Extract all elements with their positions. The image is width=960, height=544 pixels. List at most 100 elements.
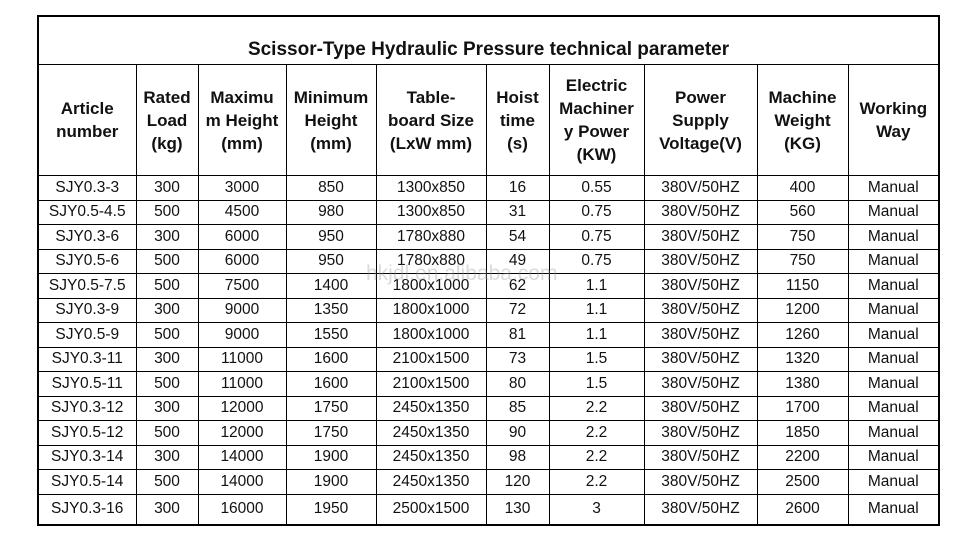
data-cell: 1780x880 [375, 224, 487, 250]
data-cell: 1550 [285, 322, 377, 348]
data-cell: 1900 [285, 469, 377, 495]
data-cell: Manual [847, 469, 940, 495]
data-cell: 380V/50HZ [643, 469, 758, 495]
data-row: SJY0.5-14 500 14000 1900 2450x1350 120 2.2 380V… [37, 469, 940, 495]
data-cell: SJY0.3-9 [37, 297, 137, 323]
data-cell: 300 [135, 395, 199, 421]
data-row: SJY0.5-9 500 9000 1550 1800x1000 81 1.1 380V/50… [37, 322, 940, 348]
data-cell: 1800x1000 [375, 322, 487, 348]
header-line: Power [674, 87, 727, 107]
data-cell: SJY0.5-4.5 [37, 199, 137, 225]
data-cell: 500 [135, 273, 199, 299]
data-cell: 98 [485, 444, 550, 470]
data-cell: 0.75 [548, 248, 645, 274]
data-cell: 380V/50HZ [643, 493, 758, 525]
data-cell: 2.2 [548, 469, 645, 495]
data-cell: SJY0.3-3 [37, 175, 137, 201]
header-line: Machine [768, 87, 837, 107]
title-row: Scissor-Type Hydraulic Pressure technica… [37, 15, 940, 65]
data-row: SJY0.3-3 300 3000 850 1300x850 16 0.55 380V/50H… [37, 175, 940, 201]
data-cell: 380V/50HZ [643, 248, 758, 274]
data-cell: 6000 [197, 224, 287, 250]
header-line: Voltage(V) [659, 133, 742, 153]
data-cell: SJY0.5-14 [37, 469, 137, 495]
data-cell: 1750 [285, 420, 377, 446]
data-cell: 300 [135, 444, 199, 470]
data-cell: 380V/50HZ [643, 199, 758, 225]
data-cell: 2.2 [548, 420, 645, 446]
data-cell: SJY0.3-16 [37, 493, 137, 525]
data-cell: 1950 [285, 493, 377, 525]
data-cell: 81 [485, 322, 550, 348]
header-line: time [500, 110, 535, 130]
data-cell: 1900 [285, 444, 377, 470]
header-line: (KW) [576, 145, 617, 164]
data-cell: Manual [847, 199, 940, 225]
data-cell: Manual [847, 420, 940, 446]
data-cell: 380V/50HZ [643, 395, 758, 421]
header-line: board Size [388, 110, 474, 130]
data-cell: 980 [285, 199, 377, 225]
data-cell: 850 [285, 175, 377, 201]
data-cell: 6000 [197, 248, 287, 274]
header-cell: Electric Machiner y Power (KW) [548, 64, 645, 176]
data-cell: 1.1 [548, 273, 645, 299]
data-cell: 380V/50HZ [643, 346, 758, 372]
data-cell: 380V/50HZ [643, 420, 758, 446]
header-line: Weight [774, 110, 831, 130]
header-cell: Minimum Height (mm) [285, 64, 377, 176]
header-line: Article [60, 99, 114, 118]
data-cell: 1700 [756, 395, 849, 421]
data-cell: 2500 [756, 469, 849, 495]
data-cell: 2450x1350 [375, 395, 487, 421]
data-cell: 9000 [197, 322, 287, 348]
data-cell: 1.1 [548, 297, 645, 323]
data-cell: 2.2 [548, 444, 645, 470]
data-cell: 1260 [756, 322, 849, 348]
data-cell: 0.55 [548, 175, 645, 201]
header-line: (LxW mm) [389, 133, 473, 153]
header-line: Load [146, 110, 188, 130]
data-cell: SJY0.5-6 [37, 248, 137, 274]
data-cell: Manual [847, 493, 940, 525]
header-line: Rated [143, 87, 191, 107]
header-line: Table- [406, 87, 456, 107]
data-cell: 300 [135, 297, 199, 323]
data-row: SJY0.5-12 500 12000 1750 2450x1350 90 2.2 380V/… [37, 420, 940, 446]
data-cell: 300 [135, 493, 199, 525]
data-cell: 12000 [197, 395, 287, 421]
data-cell: 14000 [197, 444, 287, 470]
data-cell: 0.75 [548, 199, 645, 225]
data-cell: 54 [485, 224, 550, 250]
data-cell: 2500x1500 [375, 493, 487, 525]
header-line: Electric [565, 76, 628, 95]
header-line: Hoist [496, 87, 539, 107]
data-cell: Manual [847, 444, 940, 470]
data-cell: Manual [847, 395, 940, 421]
header-line: Working [859, 99, 928, 118]
data-cell: 1750 [285, 395, 377, 421]
data-cell: 3000 [197, 175, 287, 201]
header-line: (KG) [784, 133, 821, 153]
header-line: number [56, 122, 119, 141]
data-cell: 1.1 [548, 322, 645, 348]
data-cell: 500 [135, 248, 199, 274]
header-line: Machiner [559, 99, 634, 118]
header-line: Way [876, 122, 911, 141]
data-cell: 11000 [197, 371, 287, 397]
data-cell: 1350 [285, 297, 377, 323]
data-cell: 500 [135, 199, 199, 225]
data-row: SJY0.3-14 300 14000 1900 2450x1350 98 2.2 380V/… [37, 444, 940, 470]
data-cell: 500 [135, 322, 199, 348]
data-cell: 380V/50HZ [643, 224, 758, 250]
data-cell: 560 [756, 199, 849, 225]
data-cell: 2600 [756, 493, 849, 525]
data-row: SJY0.3-11 300 11000 1600 2100x1500 73 1.5 380V/… [37, 346, 940, 372]
data-cell: 400 [756, 175, 849, 201]
data-cell: 2100x1500 [375, 371, 487, 397]
data-cell: 1600 [285, 371, 377, 397]
data-cell: SJY0.3-6 [37, 224, 137, 250]
data-cell: 500 [135, 469, 199, 495]
data-cell: 380V/50HZ [643, 322, 758, 348]
